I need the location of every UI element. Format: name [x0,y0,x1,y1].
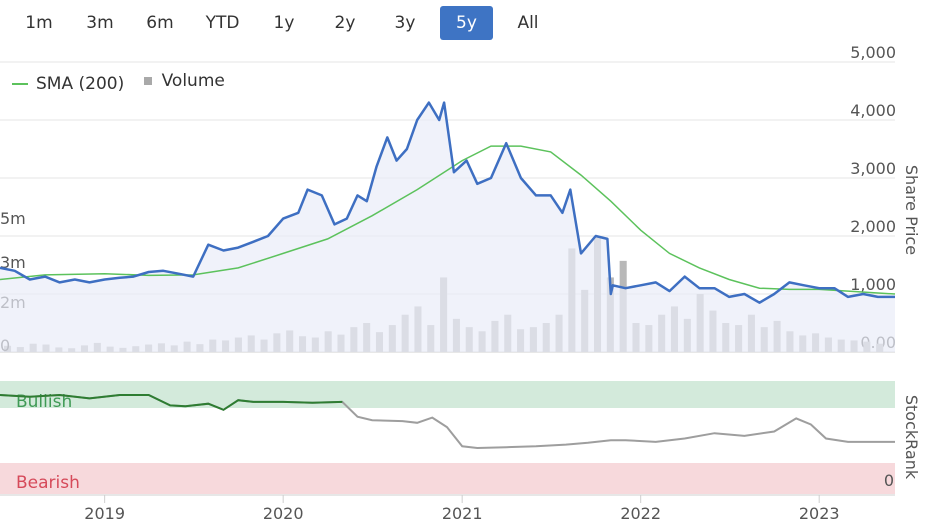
price-line [0,101,895,304]
stockrank-bullish-segment [0,393,343,411]
range-button-1m[interactable]: 1m [25,13,53,33]
stockrank-axis-title: StockRank [902,395,921,480]
bearish-band-label: Bearish [16,473,80,493]
stockrank-y-tick-label: 0 [884,471,894,490]
range-button-all[interactable]: All [517,13,539,33]
volume-square-swatch-icon [143,77,152,85]
price-y-tick-label: 2,000 [850,217,896,236]
range-button-ytd[interactable]: YTD [205,13,240,33]
range-button-6m[interactable]: 6m [146,13,174,33]
price-axis-title: Share Price [902,165,921,255]
price-y-tick-label: 1,000 [850,275,896,294]
volume-y-tick-label: 3m [0,253,26,272]
price-y-tick-label: 5,000 [850,43,896,62]
range-button-5y[interactable]: 5y [440,6,493,40]
sma-line-swatch-icon [12,83,28,85]
legend-volume-label: Volume [161,71,225,91]
x-axis-tick-label: 2021 [442,504,483,523]
range-button-1y[interactable]: 1y [273,13,295,33]
price-y-tick-label: 4,000 [850,101,896,120]
legend-item-sma[interactable]: SMA (200) [12,74,124,94]
x-axis-tick-label: 2019 [84,504,125,523]
range-button-3m[interactable]: 3m [86,13,114,33]
volume-y-tick-label: 5m [0,209,26,228]
legend-item-volume[interactable]: Volume [143,71,225,91]
range-button-3y[interactable]: 3y [394,13,416,33]
chart-legend: SMA (200) Volume [12,70,239,94]
price-y-tick-label: 3,000 [850,159,896,178]
x-axis-tick-label: 2023 [799,504,840,523]
x-axis-tick-label: 2022 [620,504,661,523]
bearish-band [0,463,895,494]
price-area-fill [0,102,895,352]
x-axis-tick-label: 2020 [263,504,304,523]
legend-sma-label: SMA (200) [36,74,125,94]
range-button-2y[interactable]: 2y [334,13,356,33]
